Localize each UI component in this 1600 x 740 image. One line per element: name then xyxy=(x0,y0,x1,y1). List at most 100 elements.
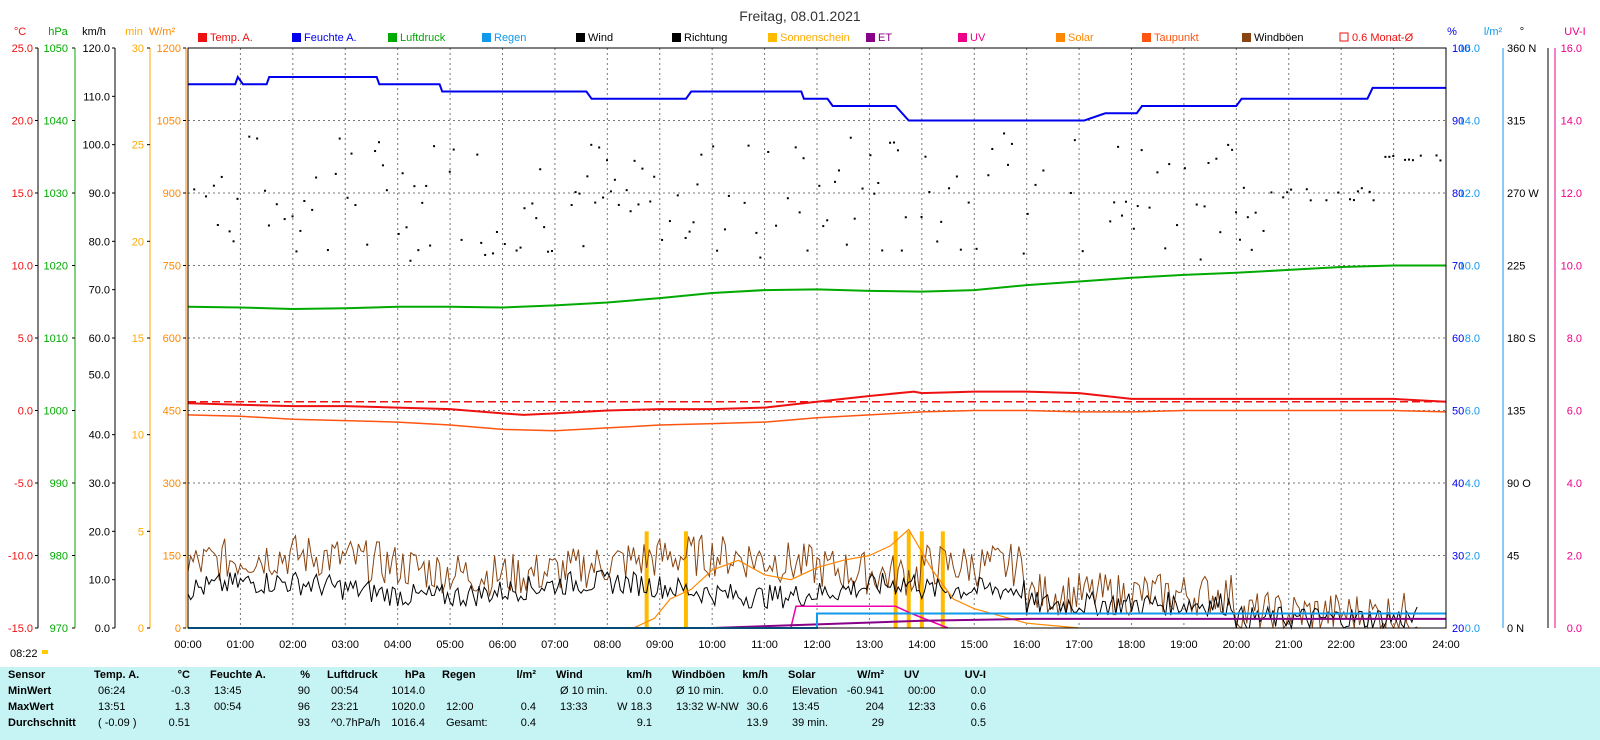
axis-tick-label: 15 xyxy=(132,333,144,345)
stats-time: 00:00 xyxy=(908,685,936,697)
x-tick-label: 09:00 xyxy=(646,639,674,651)
direction-point xyxy=(381,164,384,167)
axis-tick-label: -5.0 xyxy=(14,478,33,490)
direction-point xyxy=(987,174,990,177)
direction-point xyxy=(236,197,239,200)
direction-point xyxy=(448,170,451,173)
axis-tick-label: 10.0 xyxy=(89,575,110,587)
series-luftdruck xyxy=(187,264,1446,311)
direction-point xyxy=(853,217,856,220)
legend-label: UV xyxy=(970,32,986,44)
stats-time: 00:54 xyxy=(331,685,359,697)
axis-tick-label: 20.0 xyxy=(89,526,110,538)
axis-tick-label: 1020 xyxy=(44,261,68,273)
legend-label: Richtung xyxy=(684,32,727,44)
direction-point xyxy=(613,178,616,181)
stats-header: Wind xyxy=(556,669,583,681)
stats-header: Solar xyxy=(788,669,816,681)
stats-value: 93 xyxy=(297,717,310,729)
direction-point xyxy=(712,145,715,148)
stats-time: 13:51 xyxy=(98,701,126,713)
legend-swatch xyxy=(768,33,777,42)
legend-label: 0.6 Monat-Ø xyxy=(1352,32,1414,44)
direction-point xyxy=(452,148,455,151)
direction-point xyxy=(413,185,416,188)
direction-point xyxy=(940,220,943,223)
direction-point xyxy=(1168,163,1171,166)
axis-tick-label: 10.0 xyxy=(1561,261,1582,273)
axis-tick-label: 1050 xyxy=(157,116,181,128)
legend-label: Luftdruck xyxy=(400,32,446,44)
direction-point xyxy=(1003,132,1006,135)
direction-point xyxy=(1254,211,1257,214)
axis-tick-label: 110.0 xyxy=(83,91,110,103)
legend-label: Windböen xyxy=(1254,32,1304,44)
direction-point xyxy=(700,153,703,156)
direction-point xyxy=(1231,148,1234,151)
axis-unit: km/h xyxy=(82,26,106,38)
axis-tick-label: 300 xyxy=(163,478,181,490)
legend-label: Solar xyxy=(1068,32,1094,44)
direction-point xyxy=(248,135,251,138)
direction-point xyxy=(747,144,750,147)
stats-time: 13:45 xyxy=(214,685,242,697)
axis-tick-label: 980 xyxy=(50,551,68,563)
sunshine-bar xyxy=(919,531,924,628)
direction-point xyxy=(291,215,294,218)
axis-tick-label: 70.0 xyxy=(89,285,110,297)
direction-point xyxy=(877,182,880,185)
stats-header: UV xyxy=(904,669,920,681)
stats-value: 1016.4 xyxy=(391,717,425,729)
x-tick-label: 11:00 xyxy=(751,639,778,651)
axis-tick-label: 15.0 xyxy=(12,188,33,200)
stats-time: 12:00 xyxy=(446,701,474,713)
stats-value: 0.0 xyxy=(636,685,652,697)
x-tick-label: 16:00 xyxy=(1013,639,1041,651)
stats-value: 0.51 xyxy=(168,717,190,729)
direction-point xyxy=(1109,220,1112,223)
axis-tick-label: 40 xyxy=(1452,478,1464,490)
stats-header: Luftdruck xyxy=(327,669,378,681)
stats-value: 0.4 xyxy=(520,717,536,729)
direction-point xyxy=(1439,159,1442,162)
stats-unit: UV-I xyxy=(964,669,986,681)
direction-point xyxy=(676,194,679,197)
x-tick-label: 22:00 xyxy=(1327,639,1355,651)
sunrise-marker xyxy=(42,650,48,654)
direction-point xyxy=(1207,161,1210,164)
direction-point xyxy=(1007,163,1010,166)
stats-header: Feuchte A. xyxy=(210,669,266,681)
axis-tick-label: 20 xyxy=(1452,623,1464,635)
direction-point xyxy=(334,172,337,175)
series-temp-a xyxy=(187,390,1447,416)
axis-tick-label: 600 xyxy=(163,333,181,345)
x-tick-label: 15:00 xyxy=(960,639,988,651)
direction-point xyxy=(834,180,837,183)
x-tick-label: 21:00 xyxy=(1275,639,1303,651)
direction-point xyxy=(1156,171,1159,174)
direction-point xyxy=(1246,216,1249,219)
direction-point xyxy=(492,252,495,255)
direction-point xyxy=(1117,145,1120,148)
axis-tick-label: 30 xyxy=(1452,551,1464,563)
legend-swatch xyxy=(198,33,207,42)
axis-tick-label: 270 W xyxy=(1507,188,1539,200)
direction-point xyxy=(1419,154,1422,157)
direction-point xyxy=(578,192,581,195)
direction-point xyxy=(798,211,801,214)
direction-point xyxy=(845,243,848,246)
stats-row-label: Durchschnitt xyxy=(8,717,76,729)
direction-point xyxy=(338,137,341,140)
series-wind-gust xyxy=(187,534,1418,630)
direction-point xyxy=(1411,159,1414,162)
direction-point xyxy=(405,226,408,229)
stats-unit: W/m² xyxy=(857,669,884,681)
direction-point xyxy=(1164,247,1167,250)
axis-tick-label: 30.0 xyxy=(89,478,110,490)
direction-point xyxy=(484,253,487,256)
stats-unit: l/m² xyxy=(516,669,536,681)
legend-label: Feuchte A. xyxy=(304,32,357,44)
direction-point xyxy=(495,230,498,233)
legend-swatch xyxy=(958,33,967,42)
